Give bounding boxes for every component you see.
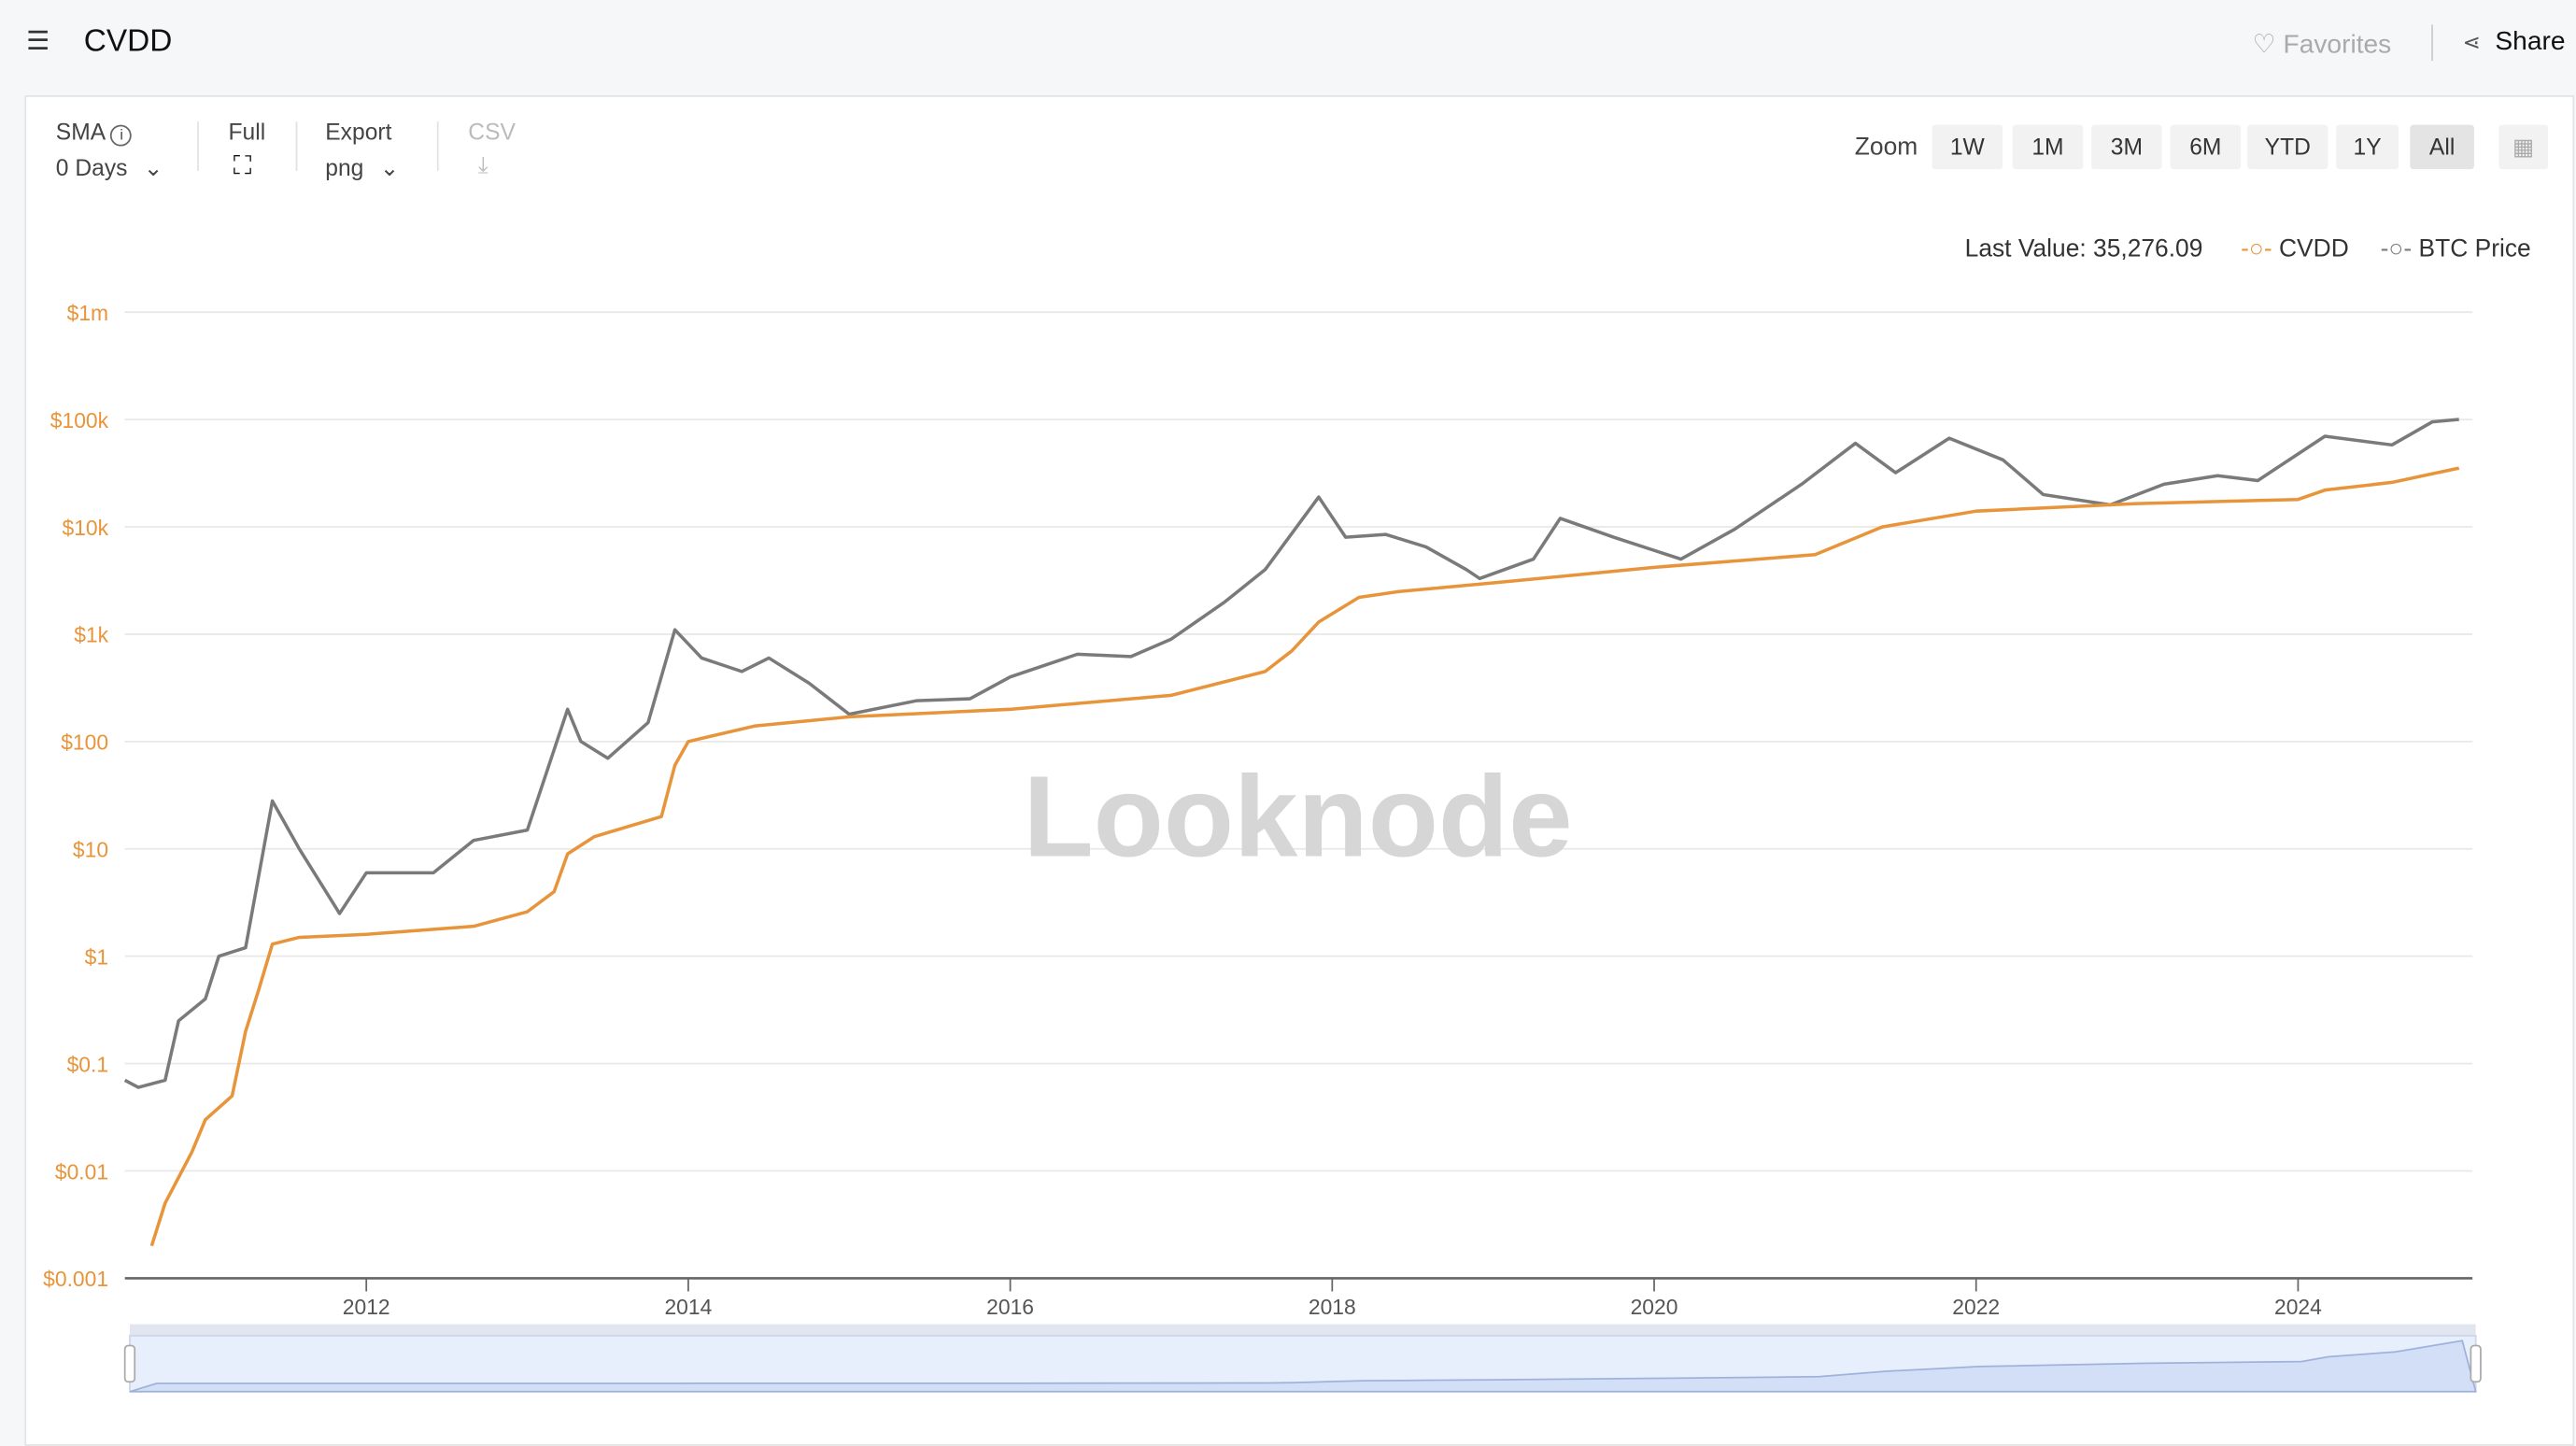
share-icon: ⋖: [2462, 29, 2481, 55]
zoom-3m-button[interactable]: 3M: [2091, 124, 2162, 170]
navigator-series: [129, 1340, 2477, 1393]
navigator-handle[interactable]: [123, 1344, 136, 1383]
menu-icon[interactable]: ☰: [26, 27, 50, 56]
heart-icon: ♡: [2252, 31, 2276, 60]
export-select[interactable]: png ⌄: [325, 154, 400, 181]
series-line-btc-price: [123, 418, 2459, 1089]
sma-select[interactable]: 0 Days ⌄: [55, 154, 163, 181]
chevron-down-icon: ⌄: [379, 154, 400, 181]
info-icon[interactable]: i: [110, 124, 133, 147]
legend-marker-icon: -○-: [2241, 234, 2272, 263]
zoom-6m-button[interactable]: 6M: [2170, 124, 2242, 170]
zoom-1y-button[interactable]: 1Y: [2336, 124, 2399, 170]
x-tick-label: 2012: [343, 1295, 390, 1319]
download-icon[interactable]: ⤓: [477, 150, 488, 177]
y-tick-label: $0.001: [43, 1267, 108, 1291]
favorites-label: Favorites: [2283, 31, 2392, 60]
x-tick-label: 2018: [1309, 1295, 1356, 1319]
divider: [295, 121, 298, 171]
legend-btc-price[interactable]: -○- BTC Price: [2380, 234, 2531, 263]
export-label: Export: [325, 118, 392, 145]
y-tick-label: $1m: [67, 301, 108, 325]
chevron-down-icon: ⌄: [143, 154, 163, 181]
share-button[interactable]: ⋖ Share: [2463, 28, 2566, 58]
zoom-label: Zoom: [1854, 133, 1918, 162]
y-tick-label: $1: [85, 944, 108, 969]
x-tick-label: 2024: [2274, 1295, 2322, 1319]
zoom-1m-button[interactable]: 1M: [2012, 124, 2084, 170]
share-label: Share: [2495, 27, 2566, 56]
legend-marker-icon: -○-: [2380, 234, 2413, 263]
divider: [436, 121, 439, 171]
divider: [2431, 24, 2433, 62]
y-tick-label: $100: [61, 730, 108, 755]
x-tick-label: 2020: [1631, 1295, 1678, 1319]
csv-label: CSV: [468, 118, 516, 145]
legend-cvdd[interactable]: -○- CVDD: [2241, 234, 2349, 263]
favorites-button[interactable]: ♡ Favorites: [2252, 28, 2391, 61]
calendar-icon[interactable]: ▦: [2498, 124, 2549, 170]
zoom-ytd-button[interactable]: YTD: [2247, 124, 2328, 170]
watermark: Looknode: [1023, 753, 1572, 881]
series-line-cvdd: [149, 466, 2460, 1247]
zoom-all-button[interactable]: All: [2410, 124, 2474, 170]
navigator-handle[interactable]: [2470, 1344, 2482, 1383]
x-tick-label: 2016: [986, 1295, 1034, 1319]
zoom-1w-button[interactable]: 1W: [1932, 124, 2003, 170]
divider: [197, 121, 199, 171]
page-title: CVDD: [83, 24, 173, 60]
y-tick-label: $0.01: [55, 1159, 108, 1184]
y-tick-label: $100k: [50, 408, 109, 432]
chart-card: [24, 95, 2575, 1446]
navigator-scrollbar[interactable]: [129, 1324, 2476, 1336]
header: ☰ CVDD ♡ Favorites ⋖ Share: [0, 0, 2576, 92]
last-value: Last Value: 35,276.09: [1964, 234, 2203, 263]
y-tick-label: $10k: [63, 516, 109, 540]
y-tick-label: $10: [73, 838, 108, 862]
x-tick-label: 2022: [1952, 1295, 2000, 1319]
fullscreen-icon[interactable]: ⛶: [233, 152, 252, 181]
sma-label: SMA i: [56, 119, 133, 147]
y-tick-label: $1k: [74, 623, 108, 647]
y-tick-label: $0.1: [67, 1052, 109, 1076]
full-label: Full: [228, 118, 266, 145]
x-tick-label: 2014: [664, 1295, 712, 1319]
